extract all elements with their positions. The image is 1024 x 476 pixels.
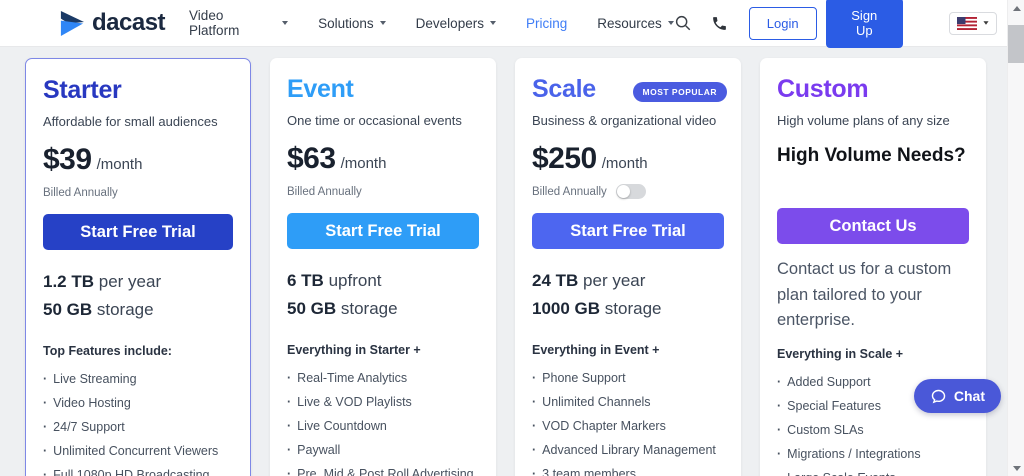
plan-tagline: One time or occasional events [287, 113, 462, 128]
feature-item: Live & VOD Playlists [287, 390, 479, 414]
feature-item: Custom SLAs [777, 418, 969, 442]
plan-card-starter: Starter Affordable for small audiences $… [25, 58, 251, 476]
search-icon[interactable] [674, 14, 692, 32]
feature-item: Migrations / Integrations [777, 442, 969, 466]
caret-down-icon [379, 21, 386, 25]
features-list: Real-Time Analytics Live & VOD Playlists… [287, 366, 479, 476]
price-row: $250 /month [532, 142, 724, 176]
plan-card-custom: Custom High volume plans of any size Hig… [760, 58, 986, 476]
contact-us-button[interactable]: Contact Us [777, 208, 969, 244]
toggle-knob [616, 185, 630, 198]
feature-item: Large Scale Events [777, 466, 969, 476]
start-free-trial-button[interactable]: Start Free Trial [532, 213, 724, 249]
feature-item: Live Streaming [43, 367, 233, 391]
feature-item: Phone Support [532, 366, 724, 390]
feature-item: Paywall [287, 438, 479, 462]
billing-note: Billed Annually [532, 185, 607, 198]
price-period: /month [340, 155, 387, 172]
start-free-trial-button[interactable]: Start Free Trial [43, 214, 233, 250]
features-heading: Top Features include: [43, 344, 172, 358]
feature-item: Unlimited Concurrent Viewers [43, 439, 233, 463]
vertical-scrollbar [1007, 0, 1024, 476]
plan-allowance: 24 TB per year 1000 GB storage [532, 271, 662, 318]
feature-item: Added Support [777, 370, 969, 394]
features-heading: Everything in Starter + [287, 343, 421, 357]
scrollbar-down-arrow[interactable] [1008, 461, 1024, 475]
scrollbar-up-arrow[interactable] [1008, 1, 1024, 15]
pricing-plans: Starter Affordable for small audiences $… [25, 58, 986, 476]
feature-item: Video Hosting [43, 391, 233, 415]
chat-widget-button[interactable]: Chat [913, 379, 1001, 413]
feature-item: 3 team members [532, 462, 724, 476]
price-row: $39 /month [43, 143, 233, 177]
feature-item: Real-Time Analytics [287, 366, 479, 390]
plan-tagline: Affordable for small audiences [43, 114, 218, 129]
price-period: /month [96, 156, 143, 173]
nav-pricing[interactable]: Pricing [525, 15, 568, 31]
price: $39 [43, 143, 92, 176]
signup-button[interactable]: Sign Up [825, 0, 903, 48]
caret-down-icon [489, 21, 496, 25]
language-selector[interactable] [949, 11, 997, 35]
feature-item: Live Countdown [287, 414, 479, 438]
chat-bubble-icon [931, 389, 946, 403]
start-free-trial-button[interactable]: Start Free Trial [287, 213, 479, 249]
price-row: $63 /month [287, 142, 479, 176]
plan-allowance: 1.2 TB per year 50 GB storage [43, 272, 162, 319]
feature-item: Special Features [777, 394, 969, 418]
chat-label: Chat [953, 388, 985, 404]
high-volume-heading: High Volume Needs? [777, 145, 966, 166]
features-list: Phone Support Unlimited Channels VOD Cha… [532, 366, 724, 476]
feature-item: Full 1080p HD Broadcasting [43, 463, 233, 476]
header-actions: Login Sign Up [674, 0, 997, 48]
plan-tagline: Business & organizational video [532, 113, 717, 128]
features-list: Added Support Special Features Custom SL… [777, 370, 969, 476]
price-period: /month [601, 155, 648, 172]
plan-allowance: 6 TB upfront 50 GB storage [287, 271, 398, 318]
features-heading: Everything in Scale + [777, 346, 904, 361]
features-heading: Everything in Event + [532, 343, 660, 357]
feature-item: Pre, Mid & Post Roll Advertising [287, 462, 479, 476]
price: $250 [532, 142, 597, 175]
nav-resources[interactable]: Resources [597, 16, 674, 31]
plan-title: Starter [43, 76, 122, 104]
nav-solutions[interactable]: Solutions [318, 16, 386, 31]
feature-item: Advanced Library Management [532, 438, 724, 462]
price: $63 [287, 142, 336, 175]
feature-item: 24/7 Support [43, 415, 233, 439]
brand-name: dacast [92, 9, 166, 36]
plan-tagline: High volume plans of any size [777, 113, 950, 128]
feature-item: VOD Chapter Markers [532, 414, 724, 438]
plan-title: Scale [532, 75, 596, 103]
phone-icon[interactable] [711, 15, 728, 32]
billing-toggle[interactable] [615, 184, 646, 199]
login-button[interactable]: Login [748, 6, 817, 40]
us-flag-icon [957, 16, 977, 30]
feature-item: Unlimited Channels [532, 390, 724, 414]
caret-down-icon [282, 21, 289, 25]
dacast-logo[interactable]: dacast [58, 9, 166, 37]
main-nav: Video Platform Solutions Developers Pric… [189, 8, 674, 38]
caret-down-icon [667, 21, 674, 25]
nav-video-platform[interactable]: Video Platform [189, 8, 289, 38]
plan-title: Custom [777, 75, 869, 103]
plan-card-scale: MOST POPULAR Scale Business & organizati… [515, 58, 741, 476]
plan-card-event: Event One time or occasional events $63 … [270, 58, 496, 476]
top-navigation-bar: dacast Video Platform Solutions Develope… [0, 0, 1007, 48]
features-list: Live Streaming Video Hosting 24/7 Suppor… [43, 367, 233, 476]
custom-plan-description: Contact us for a custom plan tailored to… [777, 260, 952, 329]
scrollbar-thumb[interactable] [1008, 25, 1024, 63]
billing-note: Billed Annually [43, 186, 118, 199]
dacast-play-icon [60, 10, 85, 36]
billing-note: Billed Annually [287, 185, 362, 198]
most-popular-badge: MOST POPULAR [632, 82, 727, 102]
plan-title: Event [287, 75, 354, 103]
caret-down-icon [983, 21, 989, 25]
nav-developers[interactable]: Developers [416, 16, 496, 31]
